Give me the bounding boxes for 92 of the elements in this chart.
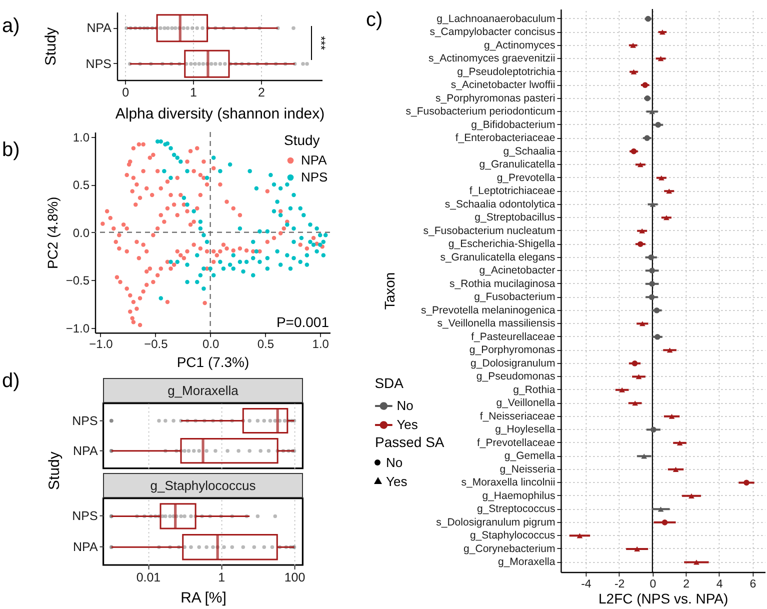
legend-title: Study <box>284 132 320 148</box>
y-tick-label: g_Veillonella <box>496 397 556 410</box>
y-tick-label: g_Granulicatella <box>479 158 556 171</box>
y-tick-label: g_Porphyromonas <box>469 344 556 356</box>
y-axis-title: Study <box>46 451 63 490</box>
y-tick-label: g_Gemella <box>504 450 556 462</box>
chart-title: g_Moraxella <box>103 378 303 404</box>
y-tick-label: g_Bifidobacterium <box>471 118 556 131</box>
legend-label: NPA <box>300 152 328 168</box>
y-tick-label: −0.5 <box>66 274 90 288</box>
text: Passed SA <box>375 434 444 450</box>
text: b) <box>2 139 20 161</box>
x-tick-label: 0.5 <box>257 337 274 352</box>
y-tick-label: s_Prevotella melaninogenica <box>420 304 556 316</box>
x-tick-label: 0.0 <box>202 337 220 352</box>
y-tick-label: f_Pasteurellaceae <box>471 330 556 343</box>
y-tick-label: s_Veillonella massiliensis <box>437 318 556 330</box>
y-tick-label: f_Prevotellaceae <box>476 436 556 449</box>
y-tick-label: 1.0 <box>72 130 90 144</box>
chart-title: g_Staphylococcus <box>103 473 303 498</box>
y-tick-label: g_Escherichia-Shigella <box>448 238 556 250</box>
y-tick-label: g_Neisseria <box>500 463 556 476</box>
x-axis-title: L2FC (NPS vs. NPA) <box>598 590 728 606</box>
y-tick-label: g_Staphylococcus <box>470 530 556 542</box>
y-axis-title: Taxon <box>382 272 398 310</box>
legend-label: Yes <box>396 417 418 432</box>
x-tick-label: 0 <box>122 86 130 100</box>
y-tick-label: NPS <box>72 509 98 524</box>
text: d) <box>2 370 20 392</box>
y-tick-label: s_Schaalia odontolytica <box>444 198 556 210</box>
y-axis-title: Study <box>42 26 60 66</box>
x-tick-label: -4 <box>581 578 592 590</box>
y-tick-label: NPA <box>73 444 98 458</box>
y-tick-label: f_Neisseriaceae <box>480 410 556 422</box>
y-tick-label: g_Actinomyces <box>484 39 556 52</box>
y-tick-label: NPA <box>73 540 98 554</box>
y-tick-label: g_Prevotella <box>496 172 556 184</box>
text: a) <box>2 15 20 37</box>
x-tick-label: 1 <box>190 86 198 100</box>
x-tick-label: -2 <box>614 578 625 590</box>
x-tick-label: 2 <box>258 86 265 100</box>
annotation: P=0.001 <box>276 314 329 330</box>
y-tick-label: s_Porphyromonas pasteri <box>436 92 556 104</box>
y-tick-label: g_Streptobacillus <box>474 212 556 224</box>
x-tick-label: 1 <box>218 570 226 584</box>
y-tick-label: g_Streptococcus <box>476 503 556 516</box>
y-tick-label: 0.5 <box>72 178 90 192</box>
legend-label: NPS <box>300 170 328 184</box>
y-tick-label: 0.0 <box>72 226 90 240</box>
x-tick-label: 6 <box>750 578 756 590</box>
x-tick-label: 100 <box>284 570 306 584</box>
y-tick-label: s_Fusobacterium nucleatum <box>423 224 556 237</box>
x-axis-title: Alpha diversity (shannon index) <box>115 106 325 122</box>
y-tick-label: s_Moraxella lincolnii <box>461 476 556 489</box>
x-tick-label: 2 <box>683 578 690 590</box>
y-tick-label: g_Pseudoleptotrichia <box>457 66 556 78</box>
y-tick-label: g_Dolosigranulum <box>470 357 556 370</box>
y-tick-label: g_Schaalia <box>503 145 556 158</box>
y-tick-label: s_Rothia mucilaginosa <box>450 278 556 290</box>
x-tick-label: 0.01 <box>136 570 161 584</box>
y-tick-label: g_Pseudomonas <box>476 370 556 383</box>
text: Yes <box>386 474 408 489</box>
legend-label: No <box>396 398 414 413</box>
x-tick-label: −0.5 <box>144 337 168 352</box>
y-tick-label: s_Campylobacter concisus <box>430 26 556 38</box>
y-tick-label: g_Corynebacterium <box>464 542 556 555</box>
x-tick-label: 4 <box>716 578 724 590</box>
y-tick-label: g_Moraxella <box>498 556 556 568</box>
x-axis-title: RA [%] <box>180 589 226 606</box>
y-axis-title: PC2 (4.8%) <box>44 196 61 269</box>
y-tick-label: g_Fusobacterium <box>474 291 556 304</box>
y-tick-label: −1.0 <box>66 321 90 336</box>
y-tick-label: s_Granulicatella elegans <box>440 251 556 264</box>
y-tick-label: s_Fusobacterium periodonticum <box>406 106 556 118</box>
y-tick-label: g_Hoylesella <box>495 424 556 436</box>
x-tick-label: 1.0 <box>312 337 330 352</box>
y-tick-label: f_Leptotrichiaceae <box>469 185 556 198</box>
y-tick-label: g_Acinetobacter <box>479 264 556 277</box>
y-tick-label: s_Actinomyces graevenitzii <box>428 52 556 65</box>
x-tick-label: 0 <box>650 578 656 590</box>
y-tick-label: g_Haemophilus <box>482 490 556 502</box>
y-tick-label: g_Rothia <box>513 384 556 396</box>
legend-title: SDA <box>374 375 404 391</box>
text: No <box>386 455 403 470</box>
text: c) <box>366 9 383 31</box>
y-tick-label: s_Dolosigranulum pigrum <box>436 516 556 528</box>
x-axis-title: PC1 (7.3%) <box>176 354 250 370</box>
y-tick-label: NPS <box>72 414 98 428</box>
y-tick-label: s_Acinetobacter lwoffii <box>450 79 556 92</box>
annotation: *** <box>314 36 328 50</box>
y-tick-label: f_Enterobacteriaceae <box>455 132 556 144</box>
y-tick-label: g_Lachnoanaerobaculum <box>436 12 556 25</box>
